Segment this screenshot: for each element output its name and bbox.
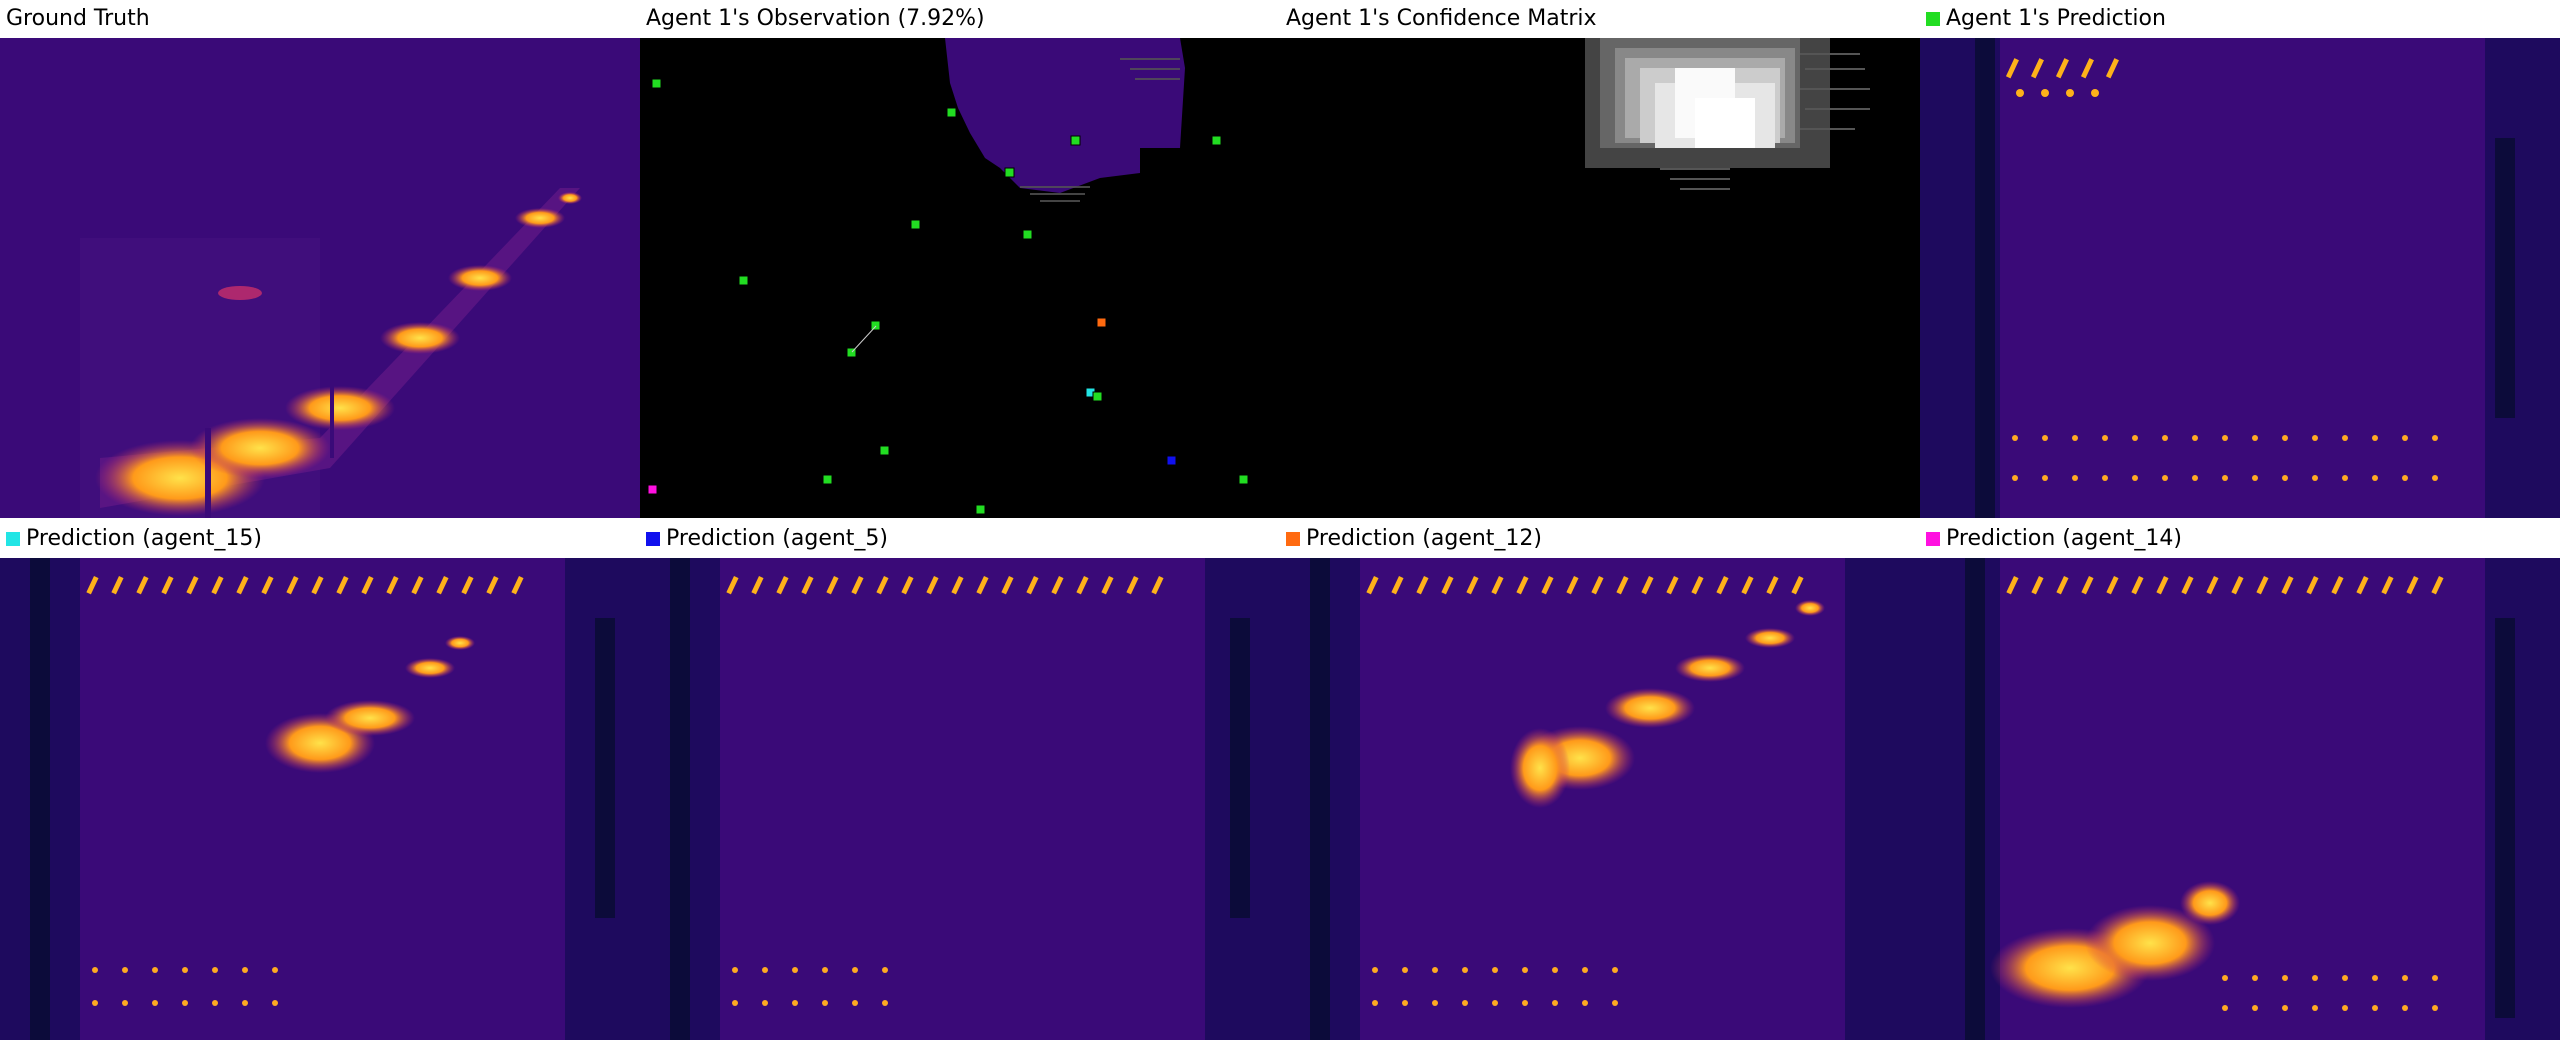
agent-color-swatch: [1926, 12, 1940, 26]
agent-color-swatch: [646, 532, 660, 546]
ground-truth-heatmap: [0, 38, 640, 518]
panel-title: Prediction (agent_14): [1920, 520, 2182, 558]
panel-prediction-agent12: Prediction (agent_12): [1280, 520, 1920, 1040]
panel-title: Agent 1's Prediction: [1920, 0, 2166, 38]
panel-title: Agent 1's Observation (7.92%): [646, 6, 985, 31]
agent-color-swatch: [1286, 532, 1300, 546]
panel-ground-truth: Ground Truth: [0, 0, 640, 518]
prediction-heatmap: [1920, 558, 2560, 1040]
prediction-heatmap: [640, 558, 1280, 1040]
panel-title: Ground Truth: [6, 6, 150, 31]
panel-title: Prediction (agent_5): [640, 520, 888, 558]
panel-title: Prediction (agent_12): [1280, 520, 1542, 558]
prediction-heatmap: [0, 558, 640, 1040]
panel-title: Prediction (agent_15): [0, 520, 262, 558]
agent-color-swatch: [6, 532, 20, 546]
panel-agent1-confidence: Agent 1's Confidence Matrix: [1280, 0, 1920, 518]
prediction-heatmap: [1280, 558, 1920, 1040]
observation-map: [640, 38, 1280, 518]
panel-agent1-observation: Agent 1's Observation (7.92%): [640, 0, 1280, 518]
panel-prediction-agent15: Prediction (agent_15): [0, 520, 640, 1040]
agent-color-swatch: [1926, 532, 1940, 546]
panel-agent1-prediction: Agent 1's Prediction: [1920, 0, 2560, 518]
panel-prediction-agent14: Prediction (agent_14): [1920, 520, 2560, 1040]
confidence-matrix: [1280, 38, 1920, 518]
prediction-heatmap: [1920, 38, 2560, 518]
panel-prediction-agent5: Prediction (agent_5): [640, 520, 1280, 1040]
panel-title: Agent 1's Confidence Matrix: [1286, 6, 1597, 31]
